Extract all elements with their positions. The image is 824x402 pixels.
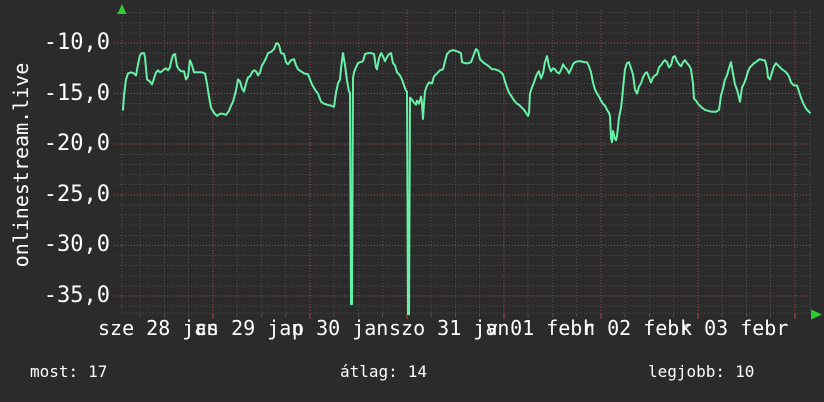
x-tick-label: k 03 febr — [680, 316, 789, 340]
up-arrow-icon — [117, 4, 127, 14]
y-tick-label: -15,0 — [43, 80, 110, 106]
data-line — [122, 42, 811, 316]
x-tick-label: p 30 jan — [292, 316, 389, 340]
stat-atlag: átlag: 14 — [340, 362, 427, 382]
x-axis-tick-labels: sze 28 jan cs 29 jan p 30 jan szo 31 jan v 0… — [0, 317, 824, 343]
stat-legjobb: legjobb: 10 — [648, 362, 754, 382]
stat-most-label: most: — [30, 362, 79, 381]
x-tick-label: sze 28 jan — [98, 316, 219, 340]
grid — [121, 10, 811, 314]
axis-ticks — [114, 12, 796, 319]
chart-plot-area — [114, 4, 822, 320]
y-axis-tick-labels: -10,0 -15,0 -20,0 -25,0 -30,0 -35,0 — [0, 0, 110, 330]
stat-legjobb-value: 10 — [735, 362, 755, 381]
stat-most-value: 17 — [88, 362, 108, 381]
y-tick-label: -20,0 — [43, 131, 110, 157]
x-tick-label: szo 31 jan — [389, 316, 510, 340]
x-tick-label: v 01 febr — [486, 316, 595, 340]
stat-atlag-label: átlag: — [340, 362, 398, 381]
stat-legjobb-label: legjobb: — [648, 362, 726, 381]
stats-footer: most: 17 átlag: 14 legjobb: 10 — [0, 362, 824, 386]
y-tick-label: -10,0 — [43, 30, 110, 55]
right-arrow-icon — [811, 309, 822, 320]
y-tick-label: -25,0 — [43, 181, 110, 207]
x-tick-label: cs 29 jan — [195, 316, 304, 340]
stat-most: most: 17 — [30, 362, 107, 382]
stat-atlag-value: 14 — [407, 362, 428, 381]
y-tick-label: -30,0 — [43, 232, 110, 258]
y-tick-label: -35,0 — [43, 283, 110, 308]
x-tick-label: h 02 febr — [583, 316, 692, 340]
